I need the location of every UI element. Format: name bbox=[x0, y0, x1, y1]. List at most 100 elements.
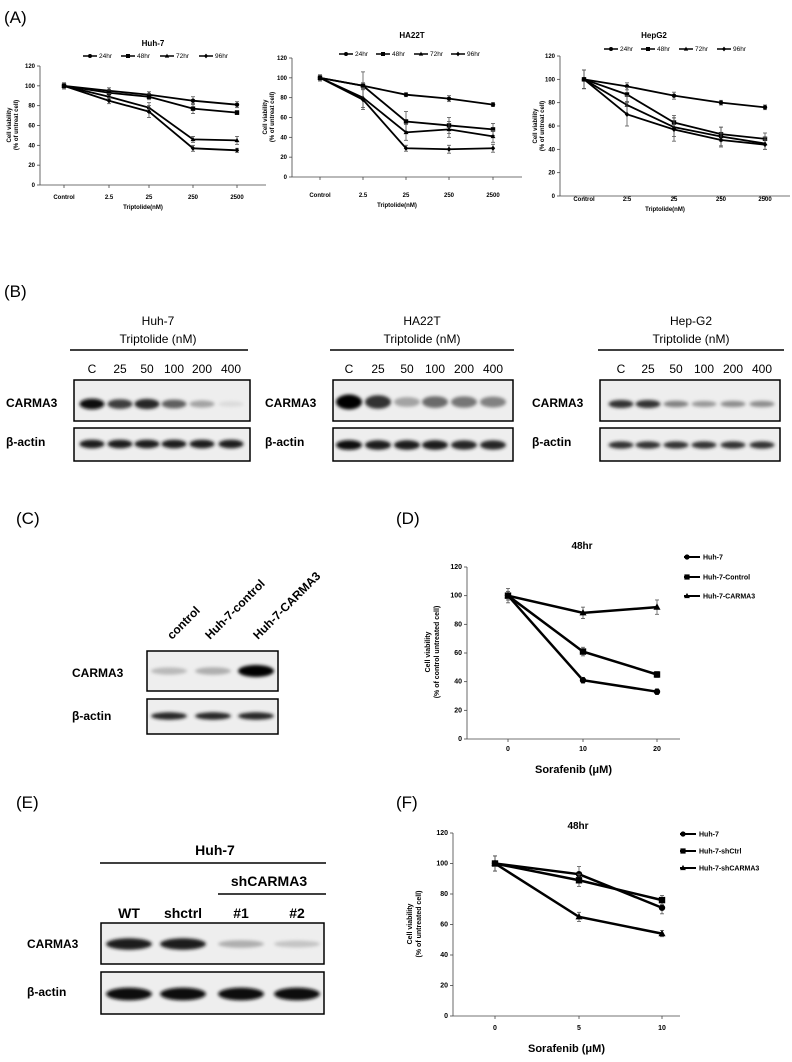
x-tick-label: 10 bbox=[579, 746, 587, 753]
y-axis-label: Cell viability (% of untreated cell) bbox=[407, 891, 423, 958]
blot-overexpression: control Huh-7-control Huh-7-CARMA3 CARMA… bbox=[72, 569, 324, 735]
western-blot-band bbox=[663, 400, 689, 408]
blot-huh7-lane-label: 200 bbox=[192, 362, 212, 376]
data-point-diamond bbox=[456, 51, 460, 57]
x-axis-label: Sorafenib (μM) bbox=[535, 764, 612, 776]
western-blot-band bbox=[608, 399, 634, 409]
data-point-triangle bbox=[504, 591, 512, 599]
western-blot-band bbox=[720, 441, 746, 449]
x-tick-label: Control bbox=[573, 197, 595, 203]
x-tick-label: 25 bbox=[403, 193, 410, 199]
western-blot-band bbox=[195, 712, 231, 720]
y-tick-label: 40 bbox=[440, 952, 448, 959]
panel-label-b: (B) bbox=[4, 282, 27, 301]
data-point-circle bbox=[680, 831, 686, 837]
x-tick-label: 250 bbox=[716, 197, 727, 203]
blot-c-lane-label: control bbox=[164, 603, 203, 642]
y-tick-label: 60 bbox=[548, 124, 555, 130]
blot-ha22t-lane-label: 50 bbox=[400, 362, 414, 376]
blot-huh7-row-label: CARMA3 bbox=[6, 396, 58, 410]
y-tick-label: 20 bbox=[454, 707, 462, 714]
data-point-circle bbox=[446, 96, 452, 101]
series-line bbox=[583, 78, 766, 109]
blot-huh7-row-label: β-actin bbox=[6, 435, 45, 449]
western-blot-band bbox=[422, 440, 448, 450]
series-Huh-7-shCARMA3 bbox=[491, 855, 666, 938]
western-blot-band bbox=[161, 439, 187, 449]
series-Huh-7-CARMA3 bbox=[504, 588, 661, 619]
legend-label: 72hr bbox=[695, 46, 709, 53]
blot-huh7: Huh-7 Triptolide (nM) C 25 50 100 200 40… bbox=[6, 314, 251, 462]
data-point-square bbox=[624, 92, 630, 97]
y-tick-label: 40 bbox=[280, 135, 287, 141]
series-96hr bbox=[61, 82, 240, 153]
data-point-circle bbox=[88, 54, 92, 58]
x-tick-label: Control bbox=[53, 195, 75, 201]
blot-e-lane-label: shctrl bbox=[164, 905, 202, 921]
western-blot-band bbox=[451, 396, 477, 408]
blot-c-row-label: CARMA3 bbox=[72, 666, 124, 680]
data-point-circle bbox=[190, 98, 196, 103]
western-blot-band bbox=[663, 441, 689, 449]
blot-hepg2-row-label: β-actin bbox=[532, 435, 571, 449]
data-point-circle bbox=[684, 554, 690, 560]
y-tick-label: 100 bbox=[436, 861, 448, 868]
western-blot-band bbox=[107, 399, 133, 409]
y-tick-label: 40 bbox=[548, 147, 555, 153]
data-point-square bbox=[653, 671, 661, 678]
blot-hepg2-treatment: Triptolide (nM) bbox=[653, 332, 730, 346]
blot-hepg2-lane-label: 100 bbox=[694, 362, 714, 376]
x-tick-label: 2.5 bbox=[359, 193, 368, 199]
western-blot-band bbox=[218, 401, 244, 407]
y-axis-label-line: Cell viability bbox=[425, 631, 432, 672]
legend-label: 48hr bbox=[392, 51, 406, 58]
blot-ha22t-cell: HA22T bbox=[403, 314, 441, 328]
western-blot-band bbox=[195, 667, 231, 675]
data-point-diamond bbox=[490, 145, 496, 151]
western-blot-band bbox=[218, 439, 244, 449]
y-tick-label: 100 bbox=[545, 77, 556, 83]
x-tick-label: 2.5 bbox=[623, 197, 632, 203]
x-axis-label: Triptolide(nM) bbox=[645, 207, 685, 213]
blot-ha22t-lane-label: C bbox=[345, 362, 354, 376]
y-tick-label: 0 bbox=[32, 183, 36, 189]
data-point-square bbox=[234, 110, 240, 115]
western-blot-band bbox=[107, 439, 133, 449]
western-blot-band bbox=[635, 441, 661, 449]
y-tick-label: 100 bbox=[277, 76, 288, 82]
blot-ha22t-row-label: β-actin bbox=[265, 435, 304, 449]
chart-title: HA22T bbox=[399, 31, 424, 40]
data-point-triangle bbox=[579, 609, 587, 616]
blot-ha22t: HA22T Triptolide (nM) C 25 50 100 200 40… bbox=[265, 314, 514, 462]
chart-sorafenib-carma3-overexpression: 0 20 40 60 80 100 120 0 10 20 48hr Sorafenib (μM) Ce… bbox=[425, 541, 755, 776]
blot-e-group: shCARMA3 bbox=[231, 873, 307, 889]
data-point-diamond bbox=[446, 146, 452, 152]
y-tick-label: 80 bbox=[454, 621, 462, 628]
data-point-square bbox=[684, 574, 690, 580]
western-blot-band bbox=[151, 667, 187, 675]
panel-label-c: (C) bbox=[16, 509, 40, 528]
legend-label: 72hr bbox=[430, 51, 444, 58]
y-tick-label: 120 bbox=[436, 830, 448, 837]
legend-label: 96hr bbox=[215, 53, 229, 60]
series-Huh-7 bbox=[491, 855, 666, 915]
y-tick-label: 100 bbox=[450, 593, 462, 600]
western-blot-band bbox=[189, 400, 215, 408]
y-tick-label: 120 bbox=[450, 564, 462, 571]
data-point-diamond bbox=[581, 76, 587, 82]
y-tick-label: 20 bbox=[548, 171, 555, 177]
data-point-diamond bbox=[317, 75, 323, 81]
panel-label-f: (F) bbox=[396, 793, 418, 812]
data-point-square bbox=[381, 52, 385, 56]
blot-c-row-label: β-actin bbox=[72, 709, 111, 723]
western-blot-band bbox=[394, 397, 420, 407]
data-point-triangle bbox=[164, 53, 170, 58]
y-axis-label-line: (% of control untreated cell) bbox=[434, 606, 441, 699]
legend-label: 48hr bbox=[137, 53, 151, 60]
y-axis-label-line: Cell viability bbox=[7, 107, 13, 143]
blot-ha22t-row-label: CARMA3 bbox=[265, 396, 317, 410]
blot-hepg2-lane-label: 25 bbox=[641, 362, 655, 376]
blot-huh7-treatment: Triptolide (nM) bbox=[120, 332, 197, 346]
y-axis-label-line: (% of untreat cell) bbox=[14, 100, 20, 150]
y-axis-label-line: (% of untreated cell) bbox=[416, 891, 423, 958]
